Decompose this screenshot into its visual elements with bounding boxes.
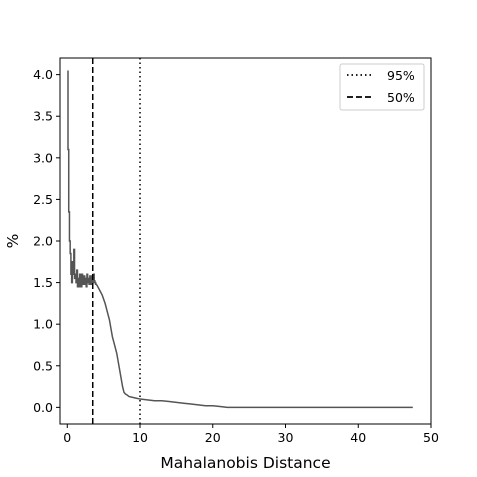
series-line-0 xyxy=(67,70,413,409)
y-tick-label: 3.0 xyxy=(33,150,53,165)
x-tick-label: 20 xyxy=(205,430,221,445)
y-axis-label: % xyxy=(4,234,22,249)
legend-label-95: 95% xyxy=(387,68,415,83)
y-tick-label: 3.5 xyxy=(33,109,53,124)
series-layer xyxy=(67,70,413,409)
y-tick-label: 0.5 xyxy=(33,358,53,373)
legend: 95% 50% xyxy=(339,63,425,111)
y-tick-label: 2.0 xyxy=(33,234,53,249)
x-axis-label: Mahalanobis Distance xyxy=(160,454,330,472)
x-tick-label: 30 xyxy=(278,430,294,445)
vline-layer xyxy=(91,58,141,424)
y-tick-label: 1.5 xyxy=(33,275,53,290)
y-tick-label: 2.5 xyxy=(33,192,53,207)
y-tick-label: 1.0 xyxy=(33,317,53,332)
y-tick-label: 4.0 xyxy=(33,67,53,82)
x-axis-ticks: 0 10 20 30 40 50 xyxy=(63,424,439,445)
y-tick-label: 0.0 xyxy=(33,400,53,415)
plot-background xyxy=(60,58,431,424)
x-tick-label: 50 xyxy=(423,430,439,445)
legend-label-50: 50% xyxy=(387,90,415,105)
y-axis-ticks: 0.0 0.5 1.0 1.5 2.0 2.5 3.0 3.5 4.0 xyxy=(33,67,60,415)
x-tick-label: 0 xyxy=(63,430,71,445)
x-tick-label: 40 xyxy=(350,430,366,445)
x-tick-label: 10 xyxy=(132,430,148,445)
